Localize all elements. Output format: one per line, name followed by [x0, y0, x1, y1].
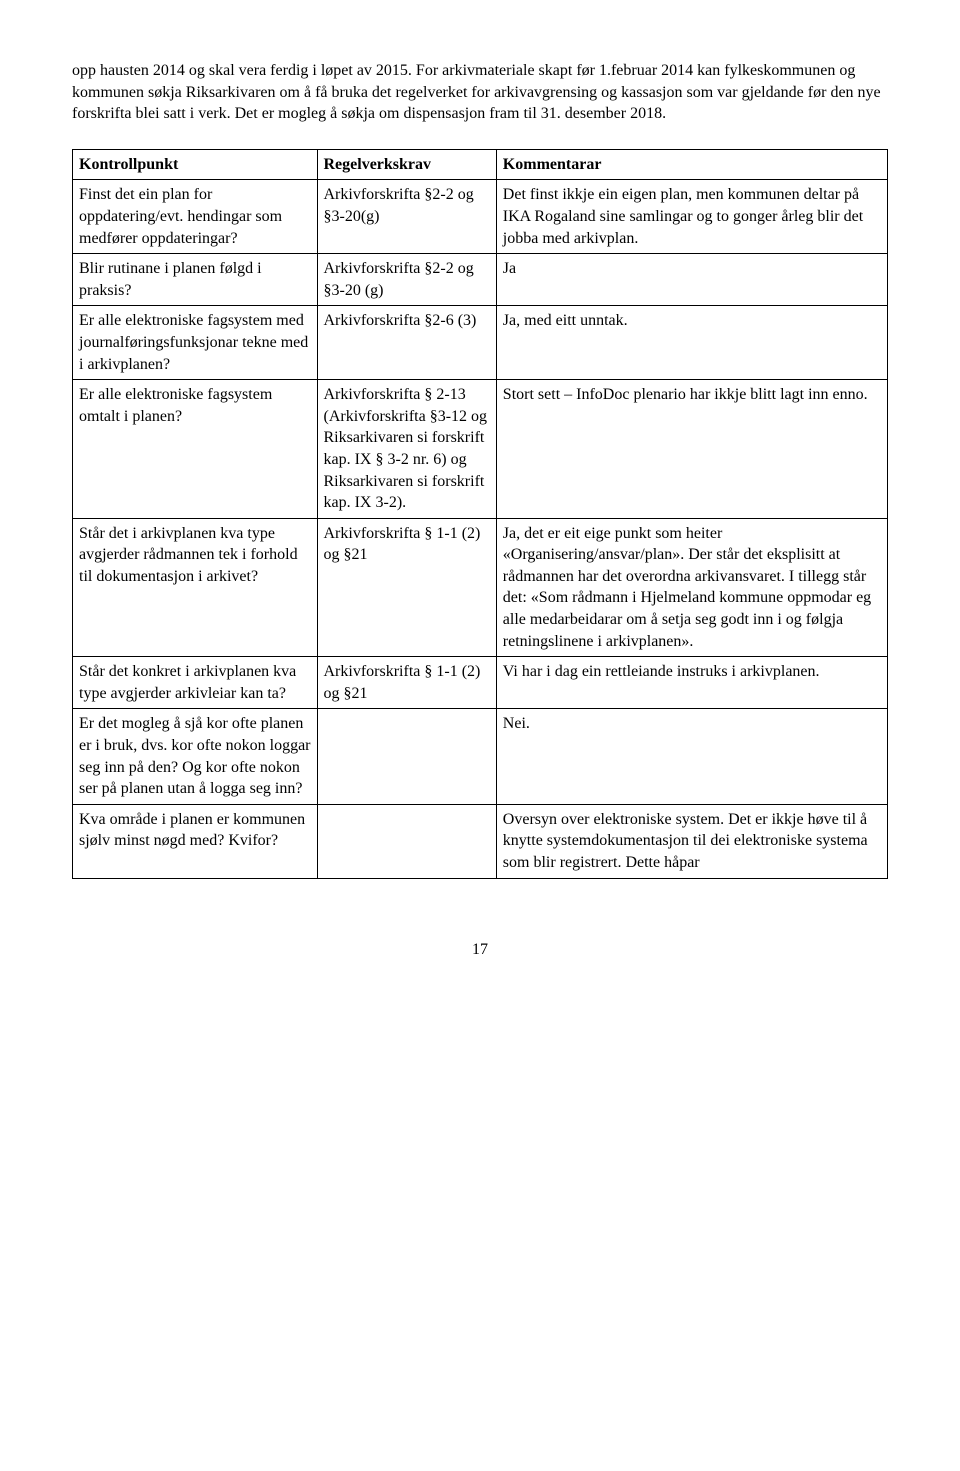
table-cell: Ja, med eitt unntak. — [496, 306, 887, 380]
table-cell: Står det konkret i arkivplanen kva type … — [73, 657, 318, 709]
table-row: Står det konkret i arkivplanen kva type … — [73, 657, 888, 709]
table-cell — [317, 804, 496, 878]
table-cell: Vi har i dag ein rettleiande instruks i … — [496, 657, 887, 709]
table-cell: Er det mogleg å sjå kor ofte planen er i… — [73, 709, 318, 804]
header-regelverkskrav: Regelverkskrav — [317, 149, 496, 180]
table-cell: Arkivforskrifta §2-2 og §3-20 (g) — [317, 254, 496, 306]
table-cell: Kva område i planen er kommunen sjølv mi… — [73, 804, 318, 878]
table-cell: Arkivforskrifta § 1-1 (2) og §21 — [317, 657, 496, 709]
table-cell: Blir rutinane i planen følgd i praksis? — [73, 254, 318, 306]
table-row: Kva område i planen er kommunen sjølv mi… — [73, 804, 888, 878]
table-row: Står det i arkivplanen kva type avgjerde… — [73, 518, 888, 657]
table-cell: Står det i arkivplanen kva type avgjerde… — [73, 518, 318, 657]
page-number: 17 — [72, 939, 888, 961]
intro-text: opp hausten 2014 og skal vera ferdig i l… — [72, 60, 888, 125]
table-row: Er alle elektroniske fagsystem med journ… — [73, 306, 888, 380]
table-cell: Arkivforskrifta §2-2 og §3-20(g) — [317, 180, 496, 254]
table-cell: Er alle elektroniske fagsystem omtalt i … — [73, 380, 318, 519]
table-row: Er det mogleg å sjå kor ofte planen er i… — [73, 709, 888, 804]
table-row: Blir rutinane i planen følgd i praksis?A… — [73, 254, 888, 306]
table-cell — [317, 709, 496, 804]
header-kommentarar: Kommentarar — [496, 149, 887, 180]
table-cell: Arkivforskrifta § 2-13 (Arkivforskrifta … — [317, 380, 496, 519]
table-cell: Arkivforskrifta §2-6 (3) — [317, 306, 496, 380]
table-cell: Oversyn over elektroniske system. Det er… — [496, 804, 887, 878]
table-cell: Stort sett – InfoDoc plenario har ikkje … — [496, 380, 887, 519]
header-kontrollpunkt: Kontrollpunkt — [73, 149, 318, 180]
table-cell: Det finst ikkje ein eigen plan, men komm… — [496, 180, 887, 254]
table-cell: Ja, det er eit eige punkt som heiter «Or… — [496, 518, 887, 657]
table-cell: Nei. — [496, 709, 887, 804]
table-cell: Ja — [496, 254, 887, 306]
table-header-row: Kontrollpunkt Regelverkskrav Kommentarar — [73, 149, 888, 180]
intro-paragraph: opp hausten 2014 og skal vera ferdig i l… — [72, 60, 888, 125]
table-cell: Arkivforskrifta § 1-1 (2) og §21 — [317, 518, 496, 657]
kontroll-table: Kontrollpunkt Regelverkskrav Kommentarar… — [72, 149, 888, 879]
table-cell: Finst det ein plan for oppdatering/evt. … — [73, 180, 318, 254]
table-cell: Er alle elektroniske fagsystem med journ… — [73, 306, 318, 380]
table-row: Er alle elektroniske fagsystem omtalt i … — [73, 380, 888, 519]
table-row: Finst det ein plan for oppdatering/evt. … — [73, 180, 888, 254]
